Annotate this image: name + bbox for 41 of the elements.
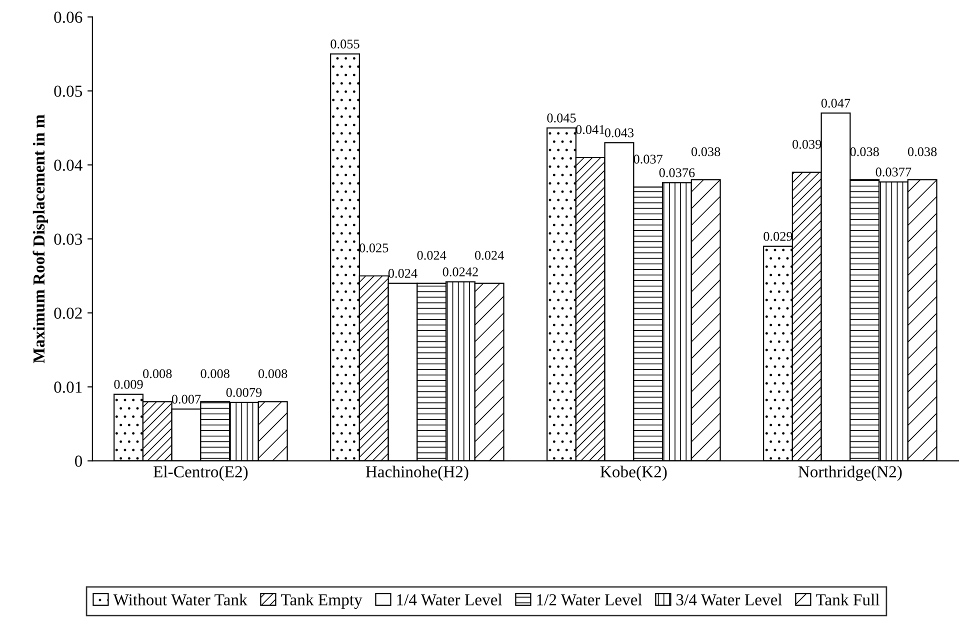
data-label: 0.055 [330,40,360,49]
y-tick-label: 0 [75,456,82,467]
data-label: 0.038 [908,147,937,156]
data-label: 0.008 [143,369,172,378]
data-label: 0.024 [388,268,418,278]
legend-label: 1/2 Water Level [537,594,642,606]
data-label: 0.039 [792,140,822,149]
data-label: 0.0242 [442,267,478,276]
x-tick-label: Kobe(K2) [600,466,667,481]
data-label: 0.038 [691,147,720,156]
y-tick-label: 0.04 [54,160,82,171]
legend-label: 1/4 Water Level [397,594,502,606]
data-label: 0.024 [417,250,446,260]
legend-label: 3/4 Water Level [676,594,782,606]
data-label: 0.029 [764,232,792,241]
y-tick-label: 0.01 [54,382,82,393]
y-axis-title: Maximum Roof Displacement in m [32,114,48,364]
data-label: 0.043 [604,128,634,138]
data-label: 0.0376 [659,168,695,178]
data-label: 0.008 [258,369,288,378]
legend-label: Tank Full [816,594,880,606]
data-label: 0.007 [172,394,201,404]
y-tick-label: 0.02 [54,308,82,319]
data-label: 0.045 [547,114,576,123]
data-label: 0.0079 [226,388,262,397]
y-tick-label: 0.03 [54,234,82,245]
data-label: 0.0377 [876,168,912,177]
data-label: 0.025 [360,243,388,252]
x-tick-label: El-Centro(E2) [153,466,248,481]
x-tick-label: Northridge(N2) [798,466,902,481]
data-label: 0.037 [634,154,663,164]
legend-label: Without Water Tank [113,594,248,606]
data-label: 0.024 [474,250,504,260]
data-label: 0.009 [114,380,143,389]
y-tick-label: 0.06 [54,12,82,23]
legend-label: Tank Empty [281,594,362,609]
x-tick-label: Hachinohe(H2) [366,466,468,481]
y-tick-label: 0.05 [54,86,82,97]
data-label: 0.038 [850,147,879,156]
data-label: 0.008 [200,369,230,378]
data-label: 0.047 [821,98,850,108]
